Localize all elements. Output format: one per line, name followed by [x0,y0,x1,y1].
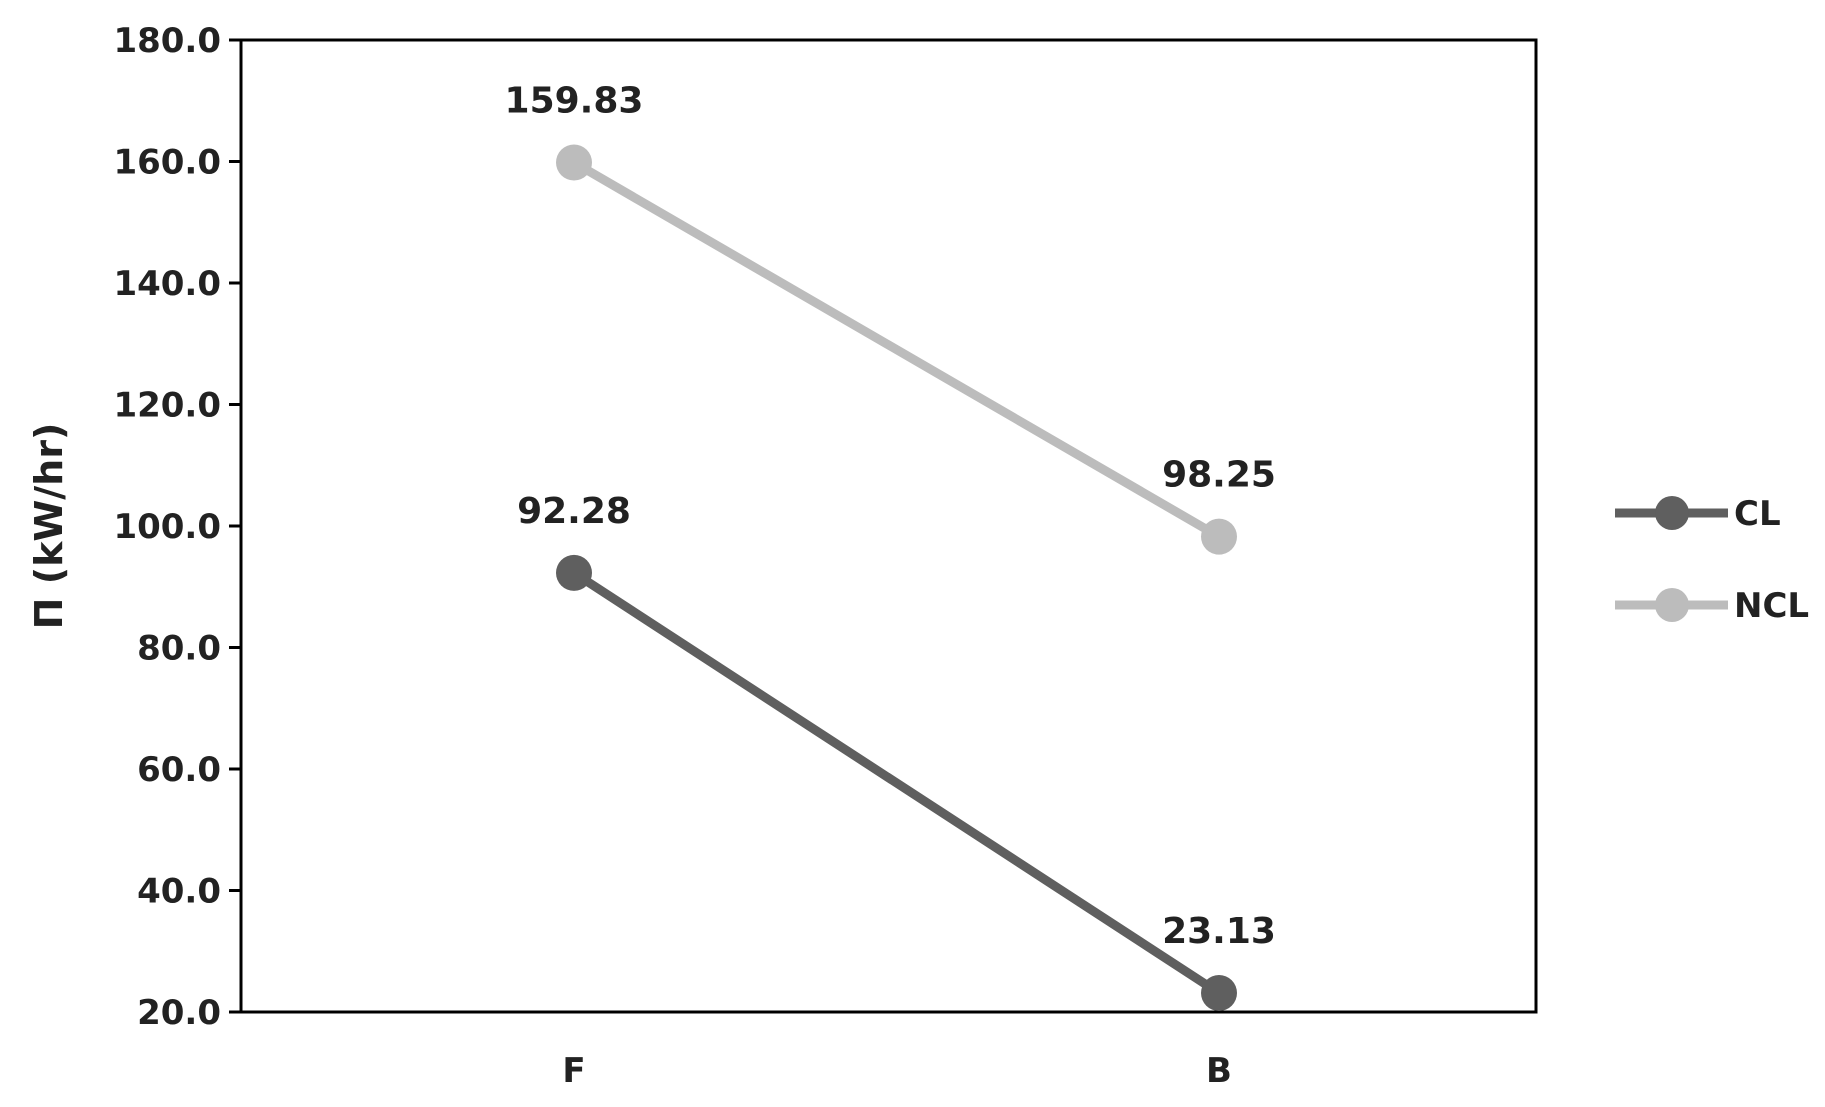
y-tick-label: 180.0 [113,21,221,61]
legend-marker-ncl [1655,588,1689,622]
y-tick-label: 20.0 [137,993,221,1033]
data-point-cl [556,554,592,591]
y-tick-label: 60.0 [137,750,221,790]
data-label-ncl: 159.83 [505,81,644,122]
legend-label-ncl: NCL [1734,586,1809,626]
data-point-ncl [556,144,592,181]
x-tick-label: F [562,1051,585,1091]
plot-area-frame [239,38,1538,1014]
data-label-cl: 92.28 [517,491,631,532]
y-tick-label: 140.0 [113,264,221,304]
data-label-ncl: 98.25 [1162,455,1276,496]
data-labels: 92.28 23.13 159.83 98.25 [505,81,1276,952]
data-label-cl: 23.13 [1162,911,1276,952]
y-axis-ticks: 20.0 40.0 60.0 80.0 100.0 120.0 140.0 160.0 180.… [113,21,241,1033]
y-axis-title: Π (kW/hr) [27,423,71,630]
y-tick-label: 80.0 [137,629,221,669]
y-tick-label: 120.0 [113,386,221,426]
x-tick-label: B [1206,1051,1232,1091]
legend-label-cl: CL [1734,494,1781,534]
data-point-cl [1201,974,1237,1011]
series-line-ncl [569,158,1224,542]
series-points [556,144,1237,1011]
legend: CL NCL [1615,494,1809,626]
y-tick-label: 160.0 [113,143,221,183]
legend-marker-cl [1655,496,1689,530]
y-tick-label: 100.0 [113,507,221,547]
y-tick-label: 40.0 [137,872,221,912]
series-line-cl [569,568,1224,998]
series-lines [569,158,1224,998]
data-point-ncl [1201,518,1237,555]
